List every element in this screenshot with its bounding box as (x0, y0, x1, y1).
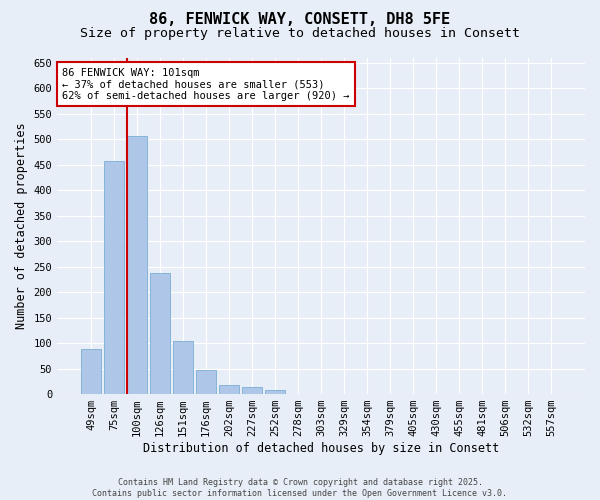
Text: 86 FENWICK WAY: 101sqm
← 37% of detached houses are smaller (553)
62% of semi-de: 86 FENWICK WAY: 101sqm ← 37% of detached… (62, 68, 350, 101)
Bar (173, 341, 193, 394)
Bar (150, 272, 170, 394)
Bar (196, 370, 216, 394)
Bar (265, 390, 285, 394)
X-axis label: Distribution of detached houses by size in Consett: Distribution of detached houses by size … (143, 442, 499, 455)
Bar (81, 349, 101, 394)
Text: 86, FENWICK WAY, CONSETT, DH8 5FE: 86, FENWICK WAY, CONSETT, DH8 5FE (149, 12, 451, 28)
Text: Contains HM Land Registry data © Crown copyright and database right 2025.
Contai: Contains HM Land Registry data © Crown c… (92, 478, 508, 498)
Y-axis label: Number of detached properties: Number of detached properties (15, 122, 28, 329)
Bar (104, 161, 124, 394)
Bar (242, 388, 262, 394)
Bar (219, 385, 239, 394)
Text: Size of property relative to detached houses in Consett: Size of property relative to detached ho… (80, 28, 520, 40)
Bar (127, 136, 147, 394)
